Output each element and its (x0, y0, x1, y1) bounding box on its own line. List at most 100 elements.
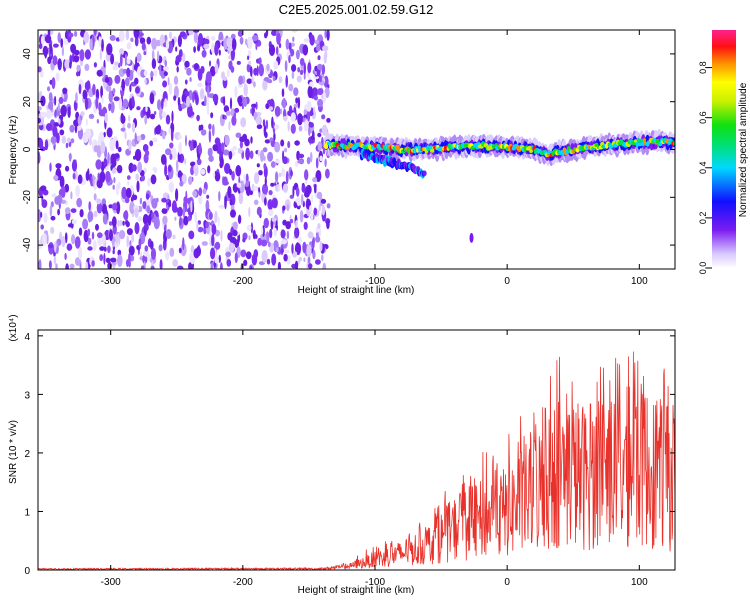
noise-speck (210, 42, 216, 54)
noise-speck (142, 201, 147, 210)
noise-speck (167, 164, 172, 173)
noise-speck (224, 163, 231, 174)
noise-speck (71, 219, 77, 225)
noise-speck (143, 249, 150, 257)
noise-speck (296, 196, 301, 207)
noise-speck (136, 52, 142, 62)
noise-speck (317, 55, 321, 61)
signal-peak (430, 149, 435, 153)
spectrogram-marks (38, 30, 675, 269)
noise-speck (246, 78, 253, 84)
noise-speck (273, 60, 279, 70)
noise-speck (66, 243, 73, 251)
noise-speck (288, 55, 291, 64)
noise-speck (57, 208, 60, 216)
noise-speck (197, 226, 204, 233)
noise-speck (130, 196, 134, 202)
noise-speck (308, 122, 314, 128)
noise-speck (190, 166, 195, 176)
noise-speck (117, 146, 122, 153)
noise-speck (205, 221, 209, 229)
noise-speck (58, 96, 64, 105)
noise-speck (222, 180, 229, 186)
noise-speck (91, 260, 95, 267)
noise-speck (273, 227, 277, 237)
noise-speck (271, 197, 278, 209)
noise-speck (87, 228, 91, 237)
noise-speck (162, 80, 168, 88)
noise-speck (244, 138, 250, 147)
noise-speck (224, 115, 227, 120)
snr-xlabel: Height of straight line (km) (298, 585, 415, 596)
noise-speck (240, 249, 247, 258)
noise-speck (140, 133, 146, 141)
noise-speck (319, 240, 323, 252)
colorbar-label: Normalized spectral amplitude (738, 82, 749, 217)
noise-speck (101, 203, 107, 215)
noise-speck (267, 99, 274, 105)
noise-speck (314, 184, 317, 194)
noise-speck (151, 49, 155, 62)
noise-speck (285, 75, 289, 88)
noise-speck (188, 30, 195, 36)
noise-speck (136, 180, 140, 193)
noise-speck (40, 35, 45, 46)
noise-speck (308, 126, 311, 136)
noise-speck (223, 105, 230, 113)
noise-speck (164, 98, 168, 108)
noise-speck (172, 259, 179, 267)
noise-speck (278, 76, 283, 84)
noise-speck (78, 246, 83, 260)
noise-speck (101, 38, 104, 52)
noise-speck (147, 177, 151, 187)
noise-speck (289, 194, 294, 199)
noise-speck (46, 123, 53, 132)
noise-speck (274, 141, 281, 153)
x-tick-label: -100 (365, 577, 385, 588)
noise-speck (188, 262, 192, 269)
noise-speck (150, 71, 154, 78)
noise-speck (145, 106, 148, 112)
noise-speck (93, 193, 97, 201)
noise-speck (105, 85, 112, 92)
noise-speck (134, 148, 142, 162)
noise-speck (80, 111, 85, 117)
noise-speck (274, 124, 280, 130)
noise-speck (232, 221, 238, 231)
noise-speck (214, 258, 220, 264)
colorbar-gradient (712, 30, 736, 268)
noise-speck (204, 95, 207, 106)
spectrogram-xlabel: Height of straight line (km) (298, 285, 415, 296)
noise-speck (199, 88, 205, 100)
noise-speck (164, 59, 167, 67)
noise-speck (79, 209, 84, 218)
noise-speck (179, 180, 184, 187)
noise-speck (211, 124, 215, 137)
noise-speck (48, 101, 54, 111)
noise-speck (229, 168, 232, 176)
noise-speck (307, 256, 311, 264)
noise-speck (61, 135, 67, 144)
noise-speck (107, 245, 111, 254)
noise-speck (193, 31, 198, 43)
noise-speck (170, 128, 174, 142)
noise-speck (40, 211, 43, 218)
noise-speck (164, 164, 168, 177)
noise-speck (157, 50, 160, 62)
noise-speck (284, 60, 288, 72)
noise-speck (112, 88, 116, 94)
noise-speck (263, 217, 269, 229)
noise-speck (92, 239, 97, 251)
noise-speck (135, 56, 138, 68)
noise-speck (173, 75, 179, 85)
noise-speck (96, 69, 103, 77)
noise-speck (102, 213, 108, 225)
noise-speck (61, 185, 66, 198)
noise-speck (230, 33, 236, 40)
noise-speck (239, 136, 246, 143)
noise-speck (168, 127, 171, 135)
noise-speck (235, 132, 242, 138)
noise-speck (87, 168, 90, 178)
noise-speck (57, 58, 62, 71)
noise-speck (258, 63, 264, 77)
